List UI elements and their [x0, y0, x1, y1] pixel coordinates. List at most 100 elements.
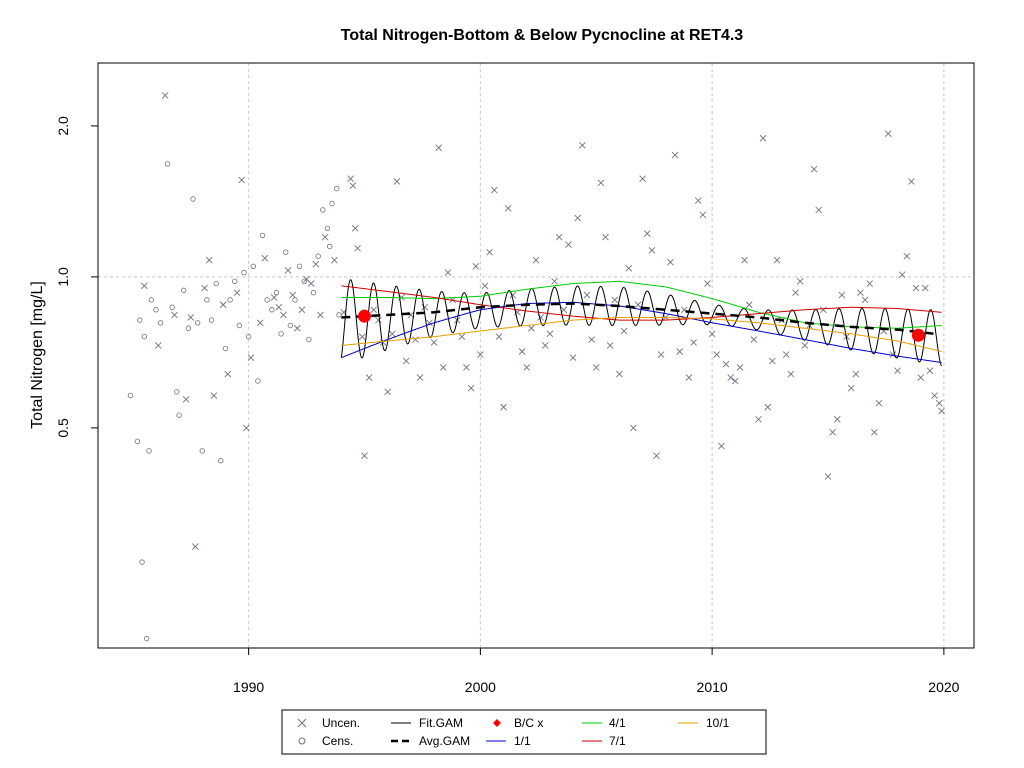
- uncensored-point: [321, 233, 329, 241]
- uncensored-point: [741, 256, 748, 264]
- uncensored-point: [205, 256, 213, 264]
- uncensored-point: [875, 399, 883, 407]
- censored-point: [264, 297, 270, 303]
- uncensored-point: [481, 282, 489, 290]
- uncensored-point: [375, 316, 382, 324]
- censored-point: [301, 278, 307, 285]
- uncensored-point: [926, 367, 934, 375]
- uncensored-point: [648, 246, 656, 254]
- uncensored-point: [161, 92, 169, 99]
- uncensored-point: [182, 396, 190, 403]
- uncensored-point: [546, 330, 554, 338]
- uncensored-point: [224, 370, 232, 378]
- uncensored-point: [935, 399, 943, 407]
- uncensored-point: [676, 348, 684, 355]
- uncensored-point: [736, 364, 744, 371]
- uncensored-point: [354, 245, 361, 252]
- uncensored-point: [210, 392, 218, 399]
- uncensored-point: [141, 282, 148, 290]
- censored-point: [208, 317, 215, 323]
- uncensored-point: [384, 388, 392, 396]
- season-line-jan: [341, 301, 942, 364]
- legend-label-fit-gam: Fit.GAM: [419, 716, 463, 730]
- uncensored-point: [699, 211, 707, 219]
- legend-label-oct: 10/1: [706, 716, 730, 730]
- uncensored-point: [727, 374, 734, 381]
- uncensored-point: [653, 452, 660, 460]
- plot-frame: [97, 62, 975, 649]
- legend-x-marker: [297, 718, 307, 728]
- legend-item-jul: 7/1: [582, 734, 626, 748]
- legend-item-jan: 1/1: [486, 734, 531, 748]
- bc-point: [911, 328, 925, 342]
- uncensored-point: [238, 176, 246, 184]
- uncensored-point: [486, 248, 493, 256]
- censored-point: [310, 290, 317, 296]
- uncensored-point: [495, 333, 503, 341]
- y-axis-label: Total Nitrogen [mg/L]: [29, 281, 46, 429]
- uncensored-point: [917, 374, 925, 381]
- legend-label-avg-gam: Avg.GAM: [419, 734, 470, 748]
- censored-point: [199, 448, 205, 454]
- uncensored-point: [861, 296, 869, 304]
- uncensored-point: [894, 367, 901, 375]
- uncensored-point: [551, 277, 558, 285]
- uncensored-point: [847, 384, 855, 392]
- uncensored-point: [764, 403, 772, 411]
- legend-item-fit-gam: Fit.GAM: [391, 716, 463, 730]
- uncensored-point: [820, 306, 827, 314]
- uncensored-point: [685, 374, 693, 381]
- uncensored-point: [643, 230, 651, 237]
- uncensored-point: [192, 543, 199, 550]
- censored-point: [329, 200, 335, 207]
- uncensored-point: [592, 364, 600, 371]
- uncensored-point: [537, 314, 544, 321]
- censored-point: [324, 225, 331, 232]
- uncensored-point: [722, 360, 730, 368]
- uncensored-point: [477, 351, 484, 358]
- uncensored-point: [523, 364, 531, 371]
- censored-point: [134, 438, 141, 445]
- uncensored-point: [694, 197, 702, 204]
- y-axis: 0.5 1.0 2.0: [55, 116, 98, 438]
- censored-point: [153, 307, 159, 313]
- censored-point: [259, 232, 266, 239]
- uncensored-point: [435, 144, 442, 151]
- censored-point: [269, 307, 275, 313]
- uncensored-point: [903, 252, 911, 260]
- uncensored-point: [421, 303, 429, 311]
- uncensored-point: [639, 175, 646, 182]
- uncensored-point: [671, 151, 679, 159]
- uncensored-point: [782, 351, 790, 358]
- legend-box: [281, 709, 767, 755]
- censored-point: [241, 269, 247, 276]
- uncensored-point: [796, 277, 804, 285]
- uncensored-point: [616, 370, 623, 378]
- uncensored-point: [458, 333, 466, 341]
- uncensored-point: [298, 306, 306, 314]
- x-tick-label-2010: 2010: [697, 679, 728, 695]
- censored-point: [137, 317, 143, 323]
- bc-markers: [358, 309, 925, 342]
- uncensored-point: [829, 428, 836, 436]
- uncensored-point: [810, 165, 818, 173]
- uncensored-point: [312, 260, 320, 268]
- uncensored-point: [463, 364, 470, 371]
- uncensored-point: [261, 254, 269, 262]
- uncensored-point: [667, 258, 674, 266]
- uncensored-point: [289, 291, 296, 299]
- uncensored-point: [759, 134, 767, 142]
- uncensored-point: [801, 342, 809, 349]
- uncensored-point: [824, 473, 832, 480]
- uncensored-point: [504, 205, 512, 212]
- censored-point: [283, 249, 289, 255]
- censored-point: [139, 559, 145, 565]
- legend-label-apr: 4/1: [609, 716, 626, 730]
- uncensored-point: [171, 311, 178, 319]
- legend-item-bc: B/C x: [493, 716, 543, 730]
- censored-point: [194, 320, 201, 326]
- season-line-jul: [341, 285, 942, 321]
- censored-point: [227, 297, 233, 303]
- legend-circle-marker: [298, 737, 306, 745]
